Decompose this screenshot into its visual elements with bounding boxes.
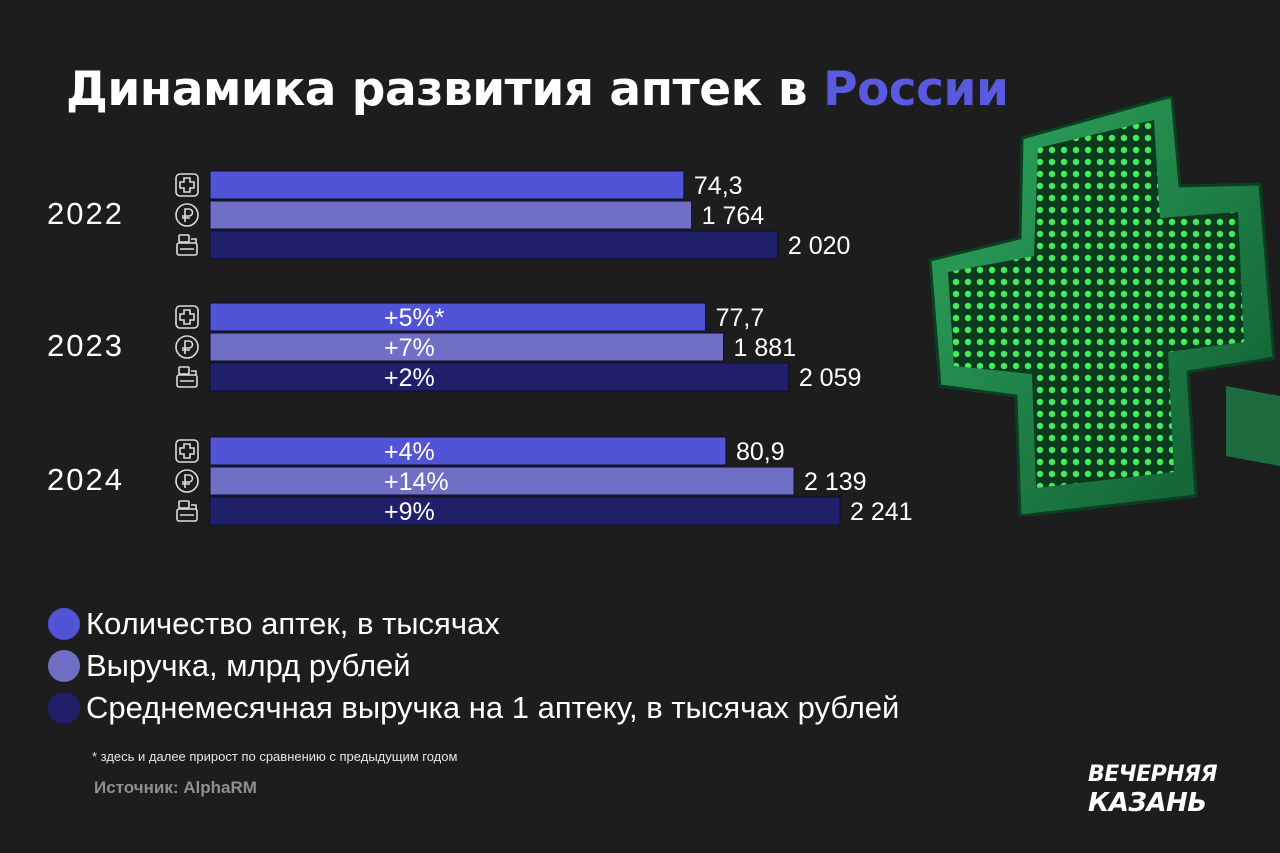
publisher-logo: ВЕЧЕРНЯЯ КАЗАНЬ — [1088, 762, 1240, 818]
cash-register-icon — [176, 366, 198, 388]
bar-chart: 2022 74,31 764 2 020 2023 77,7 +5%* 1 881 +7% 2 … — [47, 170, 913, 526]
group-label: 2024 — [47, 462, 124, 497]
chart-title: Динамика развития аптек в России — [66, 62, 1009, 117]
growth-label: +4% — [384, 438, 435, 466]
value-label: 2 059 — [799, 364, 862, 392]
value-label: 2 020 — [788, 232, 851, 260]
legend-swatch — [48, 608, 80, 640]
title-main: Динамика развития аптек в — [66, 62, 808, 117]
bar — [209, 362, 790, 392]
growth-label: +2% — [384, 364, 435, 392]
group-label: 2023 — [47, 328, 124, 363]
cash-register-icon — [176, 500, 198, 522]
pharmacy-cross-icon — [175, 173, 199, 197]
group-label: 2022 — [47, 196, 124, 231]
cash-register-icon — [176, 234, 198, 256]
pharmacy-cross-icon — [175, 439, 199, 463]
value-label: 1 881 — [734, 334, 797, 362]
bar — [209, 302, 707, 332]
value-label: 80,9 — [736, 438, 785, 466]
legend-swatch — [48, 692, 80, 724]
bar — [209, 200, 693, 230]
legend-label: Выручка, млрд рублей — [86, 648, 411, 683]
pharmacy-sign-image — [928, 96, 1280, 516]
value-label: 77,7 — [716, 304, 765, 332]
growth-label: +14% — [384, 468, 449, 496]
ruble-icon — [175, 203, 199, 227]
logo-line-2: КАЗАНЬ — [1088, 788, 1207, 818]
logo-line-1: ВЕЧЕРНЯЯ — [1088, 762, 1218, 787]
bar — [209, 230, 779, 260]
bar — [209, 496, 841, 526]
bar — [209, 170, 685, 200]
value-label: 2 139 — [804, 468, 867, 496]
growth-label: +9% — [384, 498, 435, 526]
source-note: Источник: AlphaRM — [94, 778, 257, 797]
legend-label: Количество аптек, в тысячах — [86, 606, 500, 641]
ruble-icon — [175, 469, 199, 493]
bar — [209, 332, 725, 362]
growth-label: +5%* — [384, 304, 445, 332]
bar — [209, 436, 727, 466]
value-label: 74,3 — [694, 172, 743, 200]
growth-label: +7% — [384, 334, 435, 362]
value-label: 2 241 — [850, 498, 913, 526]
legend-swatch — [48, 650, 80, 682]
pharmacy-cross-icon — [175, 305, 199, 329]
bar — [209, 466, 795, 496]
value-label: 1 764 — [702, 202, 765, 230]
ruble-icon — [175, 335, 199, 359]
legend-label: Среднемесячная выручка на 1 аптеку, в ты… — [86, 690, 900, 725]
footnote: * здесь и далее прирост по сравнению с п… — [92, 749, 458, 764]
title-accent: России — [823, 62, 1009, 117]
